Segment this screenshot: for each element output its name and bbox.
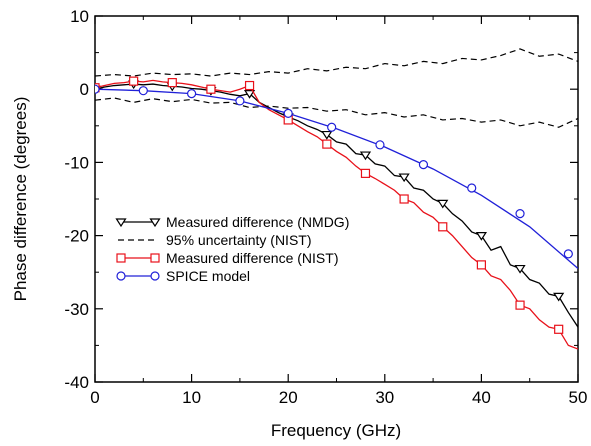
series-line <box>95 83 578 328</box>
y-tick-label: 0 <box>80 80 89 99</box>
data-point <box>475 232 487 241</box>
data-point <box>138 86 148 96</box>
data-point <box>437 199 449 209</box>
series-line-lower <box>95 97 578 128</box>
data-point <box>438 222 448 232</box>
data-point <box>514 264 526 274</box>
legend-marker-right <box>150 271 160 281</box>
data-point <box>187 88 197 99</box>
data-point <box>167 78 177 88</box>
x-axis-label: Frequency (GHz) <box>271 421 401 440</box>
series-measured-difference-nist <box>95 76 578 350</box>
legend-label: Measured difference (NMDG) <box>166 214 349 230</box>
x-tick-label: 0 <box>90 388 99 407</box>
x-tick-label: 10 <box>182 388 201 407</box>
legend-entry-spice-model: SPICE model <box>116 268 250 284</box>
series-measured-difference-nmdg <box>95 80 578 328</box>
x-tick-label: 40 <box>472 388 491 407</box>
legend-label: 95% uncertainty (NIST) <box>166 232 312 248</box>
legend-marker-right <box>149 218 161 228</box>
data-point <box>399 194 409 204</box>
x-tick-label: 50 <box>569 388 588 407</box>
data-point <box>554 324 564 334</box>
legend-entry-measured-difference-nist: Measured difference (NIST) <box>116 250 338 266</box>
series-line <box>95 88 578 270</box>
data-point <box>360 168 371 178</box>
series-line <box>95 48 578 77</box>
data-point <box>467 183 477 193</box>
data-point <box>418 159 429 170</box>
legend-entry-95-uncertainty-nist: 95% uncertainty (NIST) <box>118 232 312 248</box>
legend: Measured difference (NMDG) 95% uncertaint… <box>115 214 349 284</box>
legend-label: SPICE model <box>166 268 250 284</box>
series-layer <box>95 48 578 350</box>
y-tick-label: -40 <box>64 373 89 392</box>
legend-marker-left <box>115 218 127 228</box>
data-point <box>243 89 256 99</box>
y-tick-label: 10 <box>70 7 89 26</box>
data-point <box>563 249 573 259</box>
x-tick-label: 30 <box>375 388 394 407</box>
data-point <box>359 151 372 161</box>
legend-marker-left <box>116 271 126 281</box>
legend-marker-right <box>150 253 160 263</box>
data-point <box>515 300 525 310</box>
y-tick-label: -30 <box>64 300 89 319</box>
y-tick-label: -20 <box>64 227 89 246</box>
data-point <box>327 122 337 132</box>
series-95-uncertainty-nist <box>95 48 578 128</box>
data-point <box>235 96 245 106</box>
data-point <box>375 140 385 150</box>
data-point <box>476 260 486 270</box>
data-point <box>244 80 255 91</box>
data-point <box>283 108 293 118</box>
data-point <box>322 139 332 149</box>
data-point <box>321 130 333 140</box>
data-point <box>129 76 139 86</box>
data-point <box>95 84 100 94</box>
legend-marker-left <box>116 253 126 263</box>
axis-ticks: 0 10 20 30 40 50 -40 -30 -20 -10 0 10 <box>64 7 587 407</box>
series-spice-model <box>95 84 578 270</box>
legend-label: Measured difference (NIST) <box>166 250 338 266</box>
data-point <box>553 292 565 302</box>
data-point <box>515 209 525 219</box>
y-tick-label: -10 <box>64 153 89 172</box>
data-point <box>206 84 216 94</box>
y-axis-label: Phase difference (degrees) <box>11 97 30 302</box>
x-tick-label: 20 <box>279 388 298 407</box>
data-point <box>398 173 410 183</box>
legend-entry-measured-difference-nmdg: Measured difference (NMDG) <box>115 214 349 230</box>
plot-frame <box>94 15 579 383</box>
